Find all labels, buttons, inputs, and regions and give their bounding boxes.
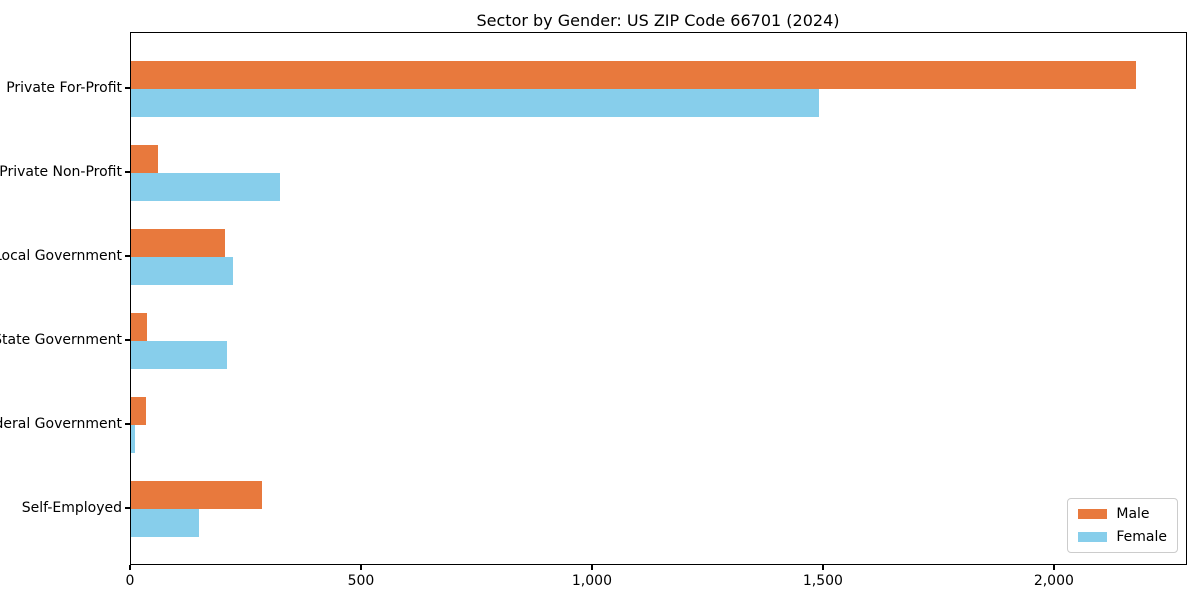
legend: Male Female: [1067, 498, 1178, 553]
y-tick-mark: [125, 423, 130, 425]
y-tick-mark: [125, 255, 130, 257]
y-tick-label: Private For-Profit: [6, 80, 122, 96]
y-tick-mark: [125, 339, 130, 341]
legend-label-male: Male: [1116, 506, 1150, 522]
bar-female-0: [131, 89, 820, 117]
legend-label-female: Female: [1116, 529, 1167, 545]
y-tick-mark: [125, 171, 130, 173]
y-tick-label: Local Government: [0, 248, 122, 264]
bar-female-2: [131, 257, 234, 285]
bar-female-4: [131, 425, 136, 453]
x-tick-label: 0: [125, 573, 135, 589]
bar-female-3: [131, 341, 228, 369]
bar-female-1: [131, 173, 280, 201]
chart-title: Sector by Gender: US ZIP Code 66701 (202…: [476, 11, 840, 30]
y-tick-label: Self-Employed: [21, 500, 122, 516]
bar-male-2: [131, 229, 225, 257]
male-color-swatch: [1078, 509, 1108, 519]
plot-area: Male Female: [130, 32, 1187, 565]
female-color-swatch: [1078, 532, 1108, 542]
legend-item-female: Female: [1078, 529, 1167, 545]
bar-male-4: [131, 397, 147, 425]
x-tick-label: 1,000: [571, 573, 612, 589]
bar-female-5: [131, 509, 199, 537]
x-tick-mark: [822, 565, 824, 570]
bar-male-5: [131, 481, 263, 509]
x-tick-mark: [360, 565, 362, 570]
y-tick-label: Federal Government: [0, 416, 122, 432]
x-tick-mark: [591, 565, 593, 570]
bar-male-0: [131, 61, 1136, 89]
bar-male-1: [131, 145, 158, 173]
x-tick-label: 2,000: [1033, 573, 1074, 589]
x-tick-mark: [129, 565, 131, 570]
x-tick-label: 500: [347, 573, 375, 589]
y-tick-label: Private Non-Profit: [0, 164, 122, 180]
x-tick-label: 1,500: [802, 573, 843, 589]
legend-item-male: Male: [1078, 506, 1167, 522]
y-tick-mark: [125, 507, 130, 509]
y-tick-mark: [125, 87, 130, 89]
bar-male-3: [131, 313, 148, 341]
x-tick-mark: [1053, 565, 1055, 570]
y-tick-label: State Government: [0, 332, 122, 348]
